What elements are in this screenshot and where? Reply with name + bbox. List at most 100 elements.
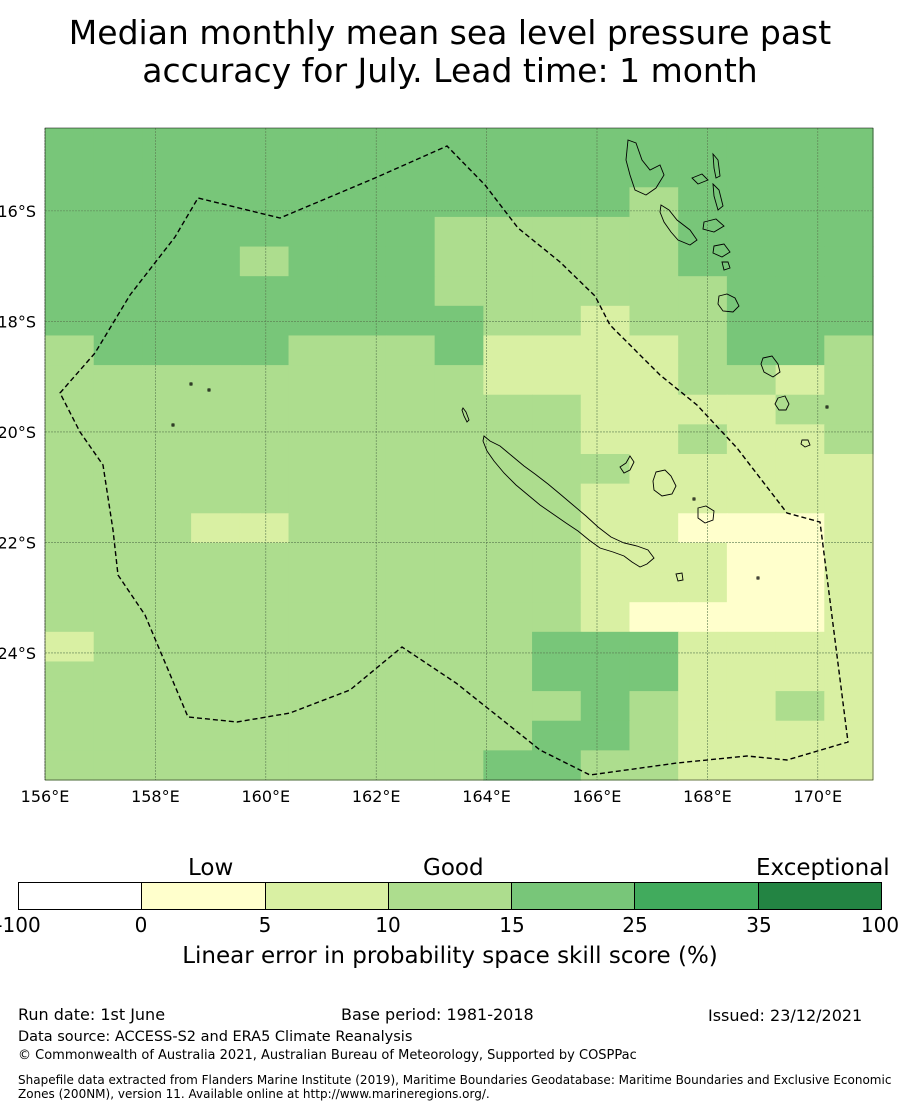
grid-cell (726, 187, 777, 218)
grid-cell (775, 661, 825, 692)
grid-cell (629, 513, 679, 544)
grid-cell (629, 424, 679, 455)
grid-cell (337, 602, 387, 633)
grid-cell (385, 572, 436, 603)
grid-cell (483, 394, 533, 425)
grid-cell (532, 335, 582, 366)
grid-cell (191, 276, 241, 307)
grid-cell (824, 246, 874, 277)
grid-cell (434, 335, 484, 366)
grid-cell (337, 276, 387, 307)
grid-cell (775, 157, 825, 188)
grid-cell (385, 483, 436, 514)
shepherd-islets (721, 261, 731, 271)
grid-cell (678, 276, 728, 307)
grid-cell (775, 365, 825, 396)
grid-cell (239, 335, 290, 366)
small-islet-1 (189, 382, 193, 386)
grid-cell (629, 276, 679, 307)
data-source: Data source: ACCESS-S2 and ERA5 Climate … (18, 1029, 413, 1045)
grid-cell (434, 720, 484, 751)
grid-cell (45, 276, 95, 307)
grid-cell (726, 305, 777, 337)
grid-cell (629, 394, 679, 425)
isle-of-pines-outline (675, 572, 684, 582)
grid-cell (239, 513, 290, 544)
grid-cell (337, 335, 387, 366)
grid-cell (434, 216, 484, 248)
grid-cell (385, 424, 436, 455)
grid-cell (142, 661, 192, 692)
colorbar-label: Linear error in probability space skill … (182, 943, 718, 969)
grid-cell (629, 631, 679, 663)
grid-cell (288, 483, 338, 514)
grid-cell (239, 128, 290, 159)
grid-cell (337, 394, 387, 425)
grid-cell (678, 483, 728, 514)
grid-cell (726, 691, 777, 722)
grid-cell (483, 691, 533, 722)
grid-cell (678, 631, 728, 663)
grid-cell (775, 454, 825, 485)
grid-cell (45, 157, 95, 188)
grid-cell (532, 365, 582, 396)
grid-cell (45, 365, 95, 396)
grid-cell (142, 513, 192, 544)
grid-cell (532, 305, 582, 337)
grid-cell (824, 454, 874, 485)
grid-cell (385, 602, 436, 633)
grid-cell (678, 424, 728, 455)
grid-cell (726, 454, 777, 485)
efate-outline (717, 293, 740, 313)
grid-cell (629, 454, 679, 485)
grid-cell (824, 572, 874, 603)
grid-cell (775, 542, 825, 574)
grid-cell (239, 365, 290, 396)
latitude-tick-label: 18°S (0, 312, 36, 331)
grid-cell (45, 631, 95, 663)
grid-cell (191, 661, 241, 692)
grid-cell (580, 335, 631, 366)
grid-cell (678, 394, 728, 425)
grid-cell (191, 365, 241, 396)
grid-cell (483, 661, 533, 692)
grid-cell (191, 750, 241, 781)
grid-cell (824, 335, 874, 366)
espiritu-santo-outline (625, 139, 665, 196)
grid-cell (337, 720, 387, 751)
grid-cell (45, 246, 95, 277)
grid-cell (191, 216, 241, 248)
grid-cell (93, 128, 144, 159)
grid-cell (45, 483, 95, 514)
grid-cell (580, 750, 631, 781)
grid-cell (483, 216, 533, 248)
grid-cell (434, 454, 484, 485)
grid-cell (239, 157, 290, 188)
grid-cell (726, 750, 777, 781)
grid-cell (580, 246, 631, 277)
grid-cell (288, 128, 338, 159)
grid-cell (45, 602, 95, 633)
grid-cell (142, 335, 192, 366)
grid-cell (337, 128, 387, 159)
grid-cell (775, 750, 825, 781)
grid-cell (191, 157, 241, 188)
ambrym-outline (702, 218, 725, 233)
grid-cell (678, 128, 728, 159)
graticule (44, 128, 873, 780)
grid-cell (775, 572, 825, 603)
colorbar-segment-5-10 (265, 883, 389, 909)
grid-cell (93, 187, 144, 218)
grid-cell (580, 602, 631, 633)
grid-cell (385, 305, 436, 337)
grid-cell (93, 246, 144, 277)
grid-cell (239, 602, 290, 633)
grid-cell (678, 572, 728, 603)
grid-cell (483, 365, 533, 396)
grid-cell (337, 631, 387, 663)
grid-cell (483, 276, 533, 307)
axis-tick-labels: 156°E 158°E 160°E 162°E 164°E 166°E 168°E 170°E… (0, 202, 842, 806)
grid-cell (288, 542, 338, 574)
grid-cell (726, 631, 777, 663)
grid-cell (385, 216, 436, 248)
